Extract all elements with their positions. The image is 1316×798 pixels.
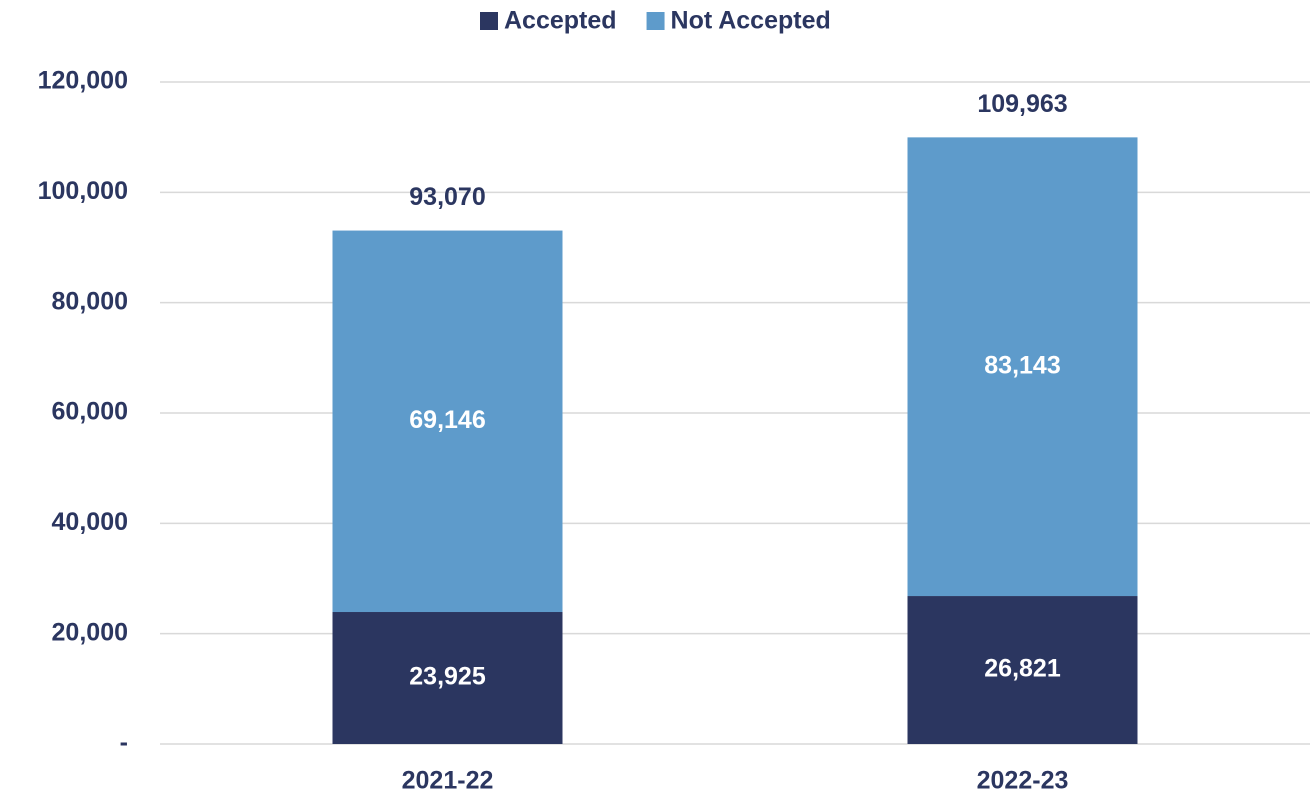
- x-tick-label: 2022-23: [977, 767, 1069, 795]
- total-label: 93,070: [409, 183, 485, 211]
- data-label: 69,146: [409, 406, 485, 434]
- y-tick-label: 40,000: [52, 508, 128, 536]
- bar-segment: [907, 137, 1138, 597]
- bar-segment: [907, 596, 1138, 744]
- legend-swatch: [480, 12, 498, 30]
- legend-label: Not Accepted: [671, 7, 831, 35]
- y-tick-label: 100,000: [38, 177, 128, 205]
- bar-segment: [332, 612, 563, 744]
- y-tick-label: -: [120, 729, 128, 757]
- y-tick-label: 120,000: [38, 67, 128, 95]
- legend-label: Accepted: [504, 7, 617, 35]
- data-label: 23,925: [409, 663, 486, 691]
- y-tick-label: 20,000: [52, 618, 128, 646]
- data-label: 26,821: [984, 655, 1061, 683]
- bar-segment: [332, 230, 563, 613]
- y-tick-label: 80,000: [52, 287, 128, 315]
- total-label: 109,963: [977, 90, 1067, 118]
- x-tick-label: 2021-22: [402, 767, 494, 795]
- y-tick-label: 60,000: [52, 398, 128, 426]
- data-label: 83,143: [984, 351, 1060, 379]
- legend-swatch: [646, 12, 665, 30]
